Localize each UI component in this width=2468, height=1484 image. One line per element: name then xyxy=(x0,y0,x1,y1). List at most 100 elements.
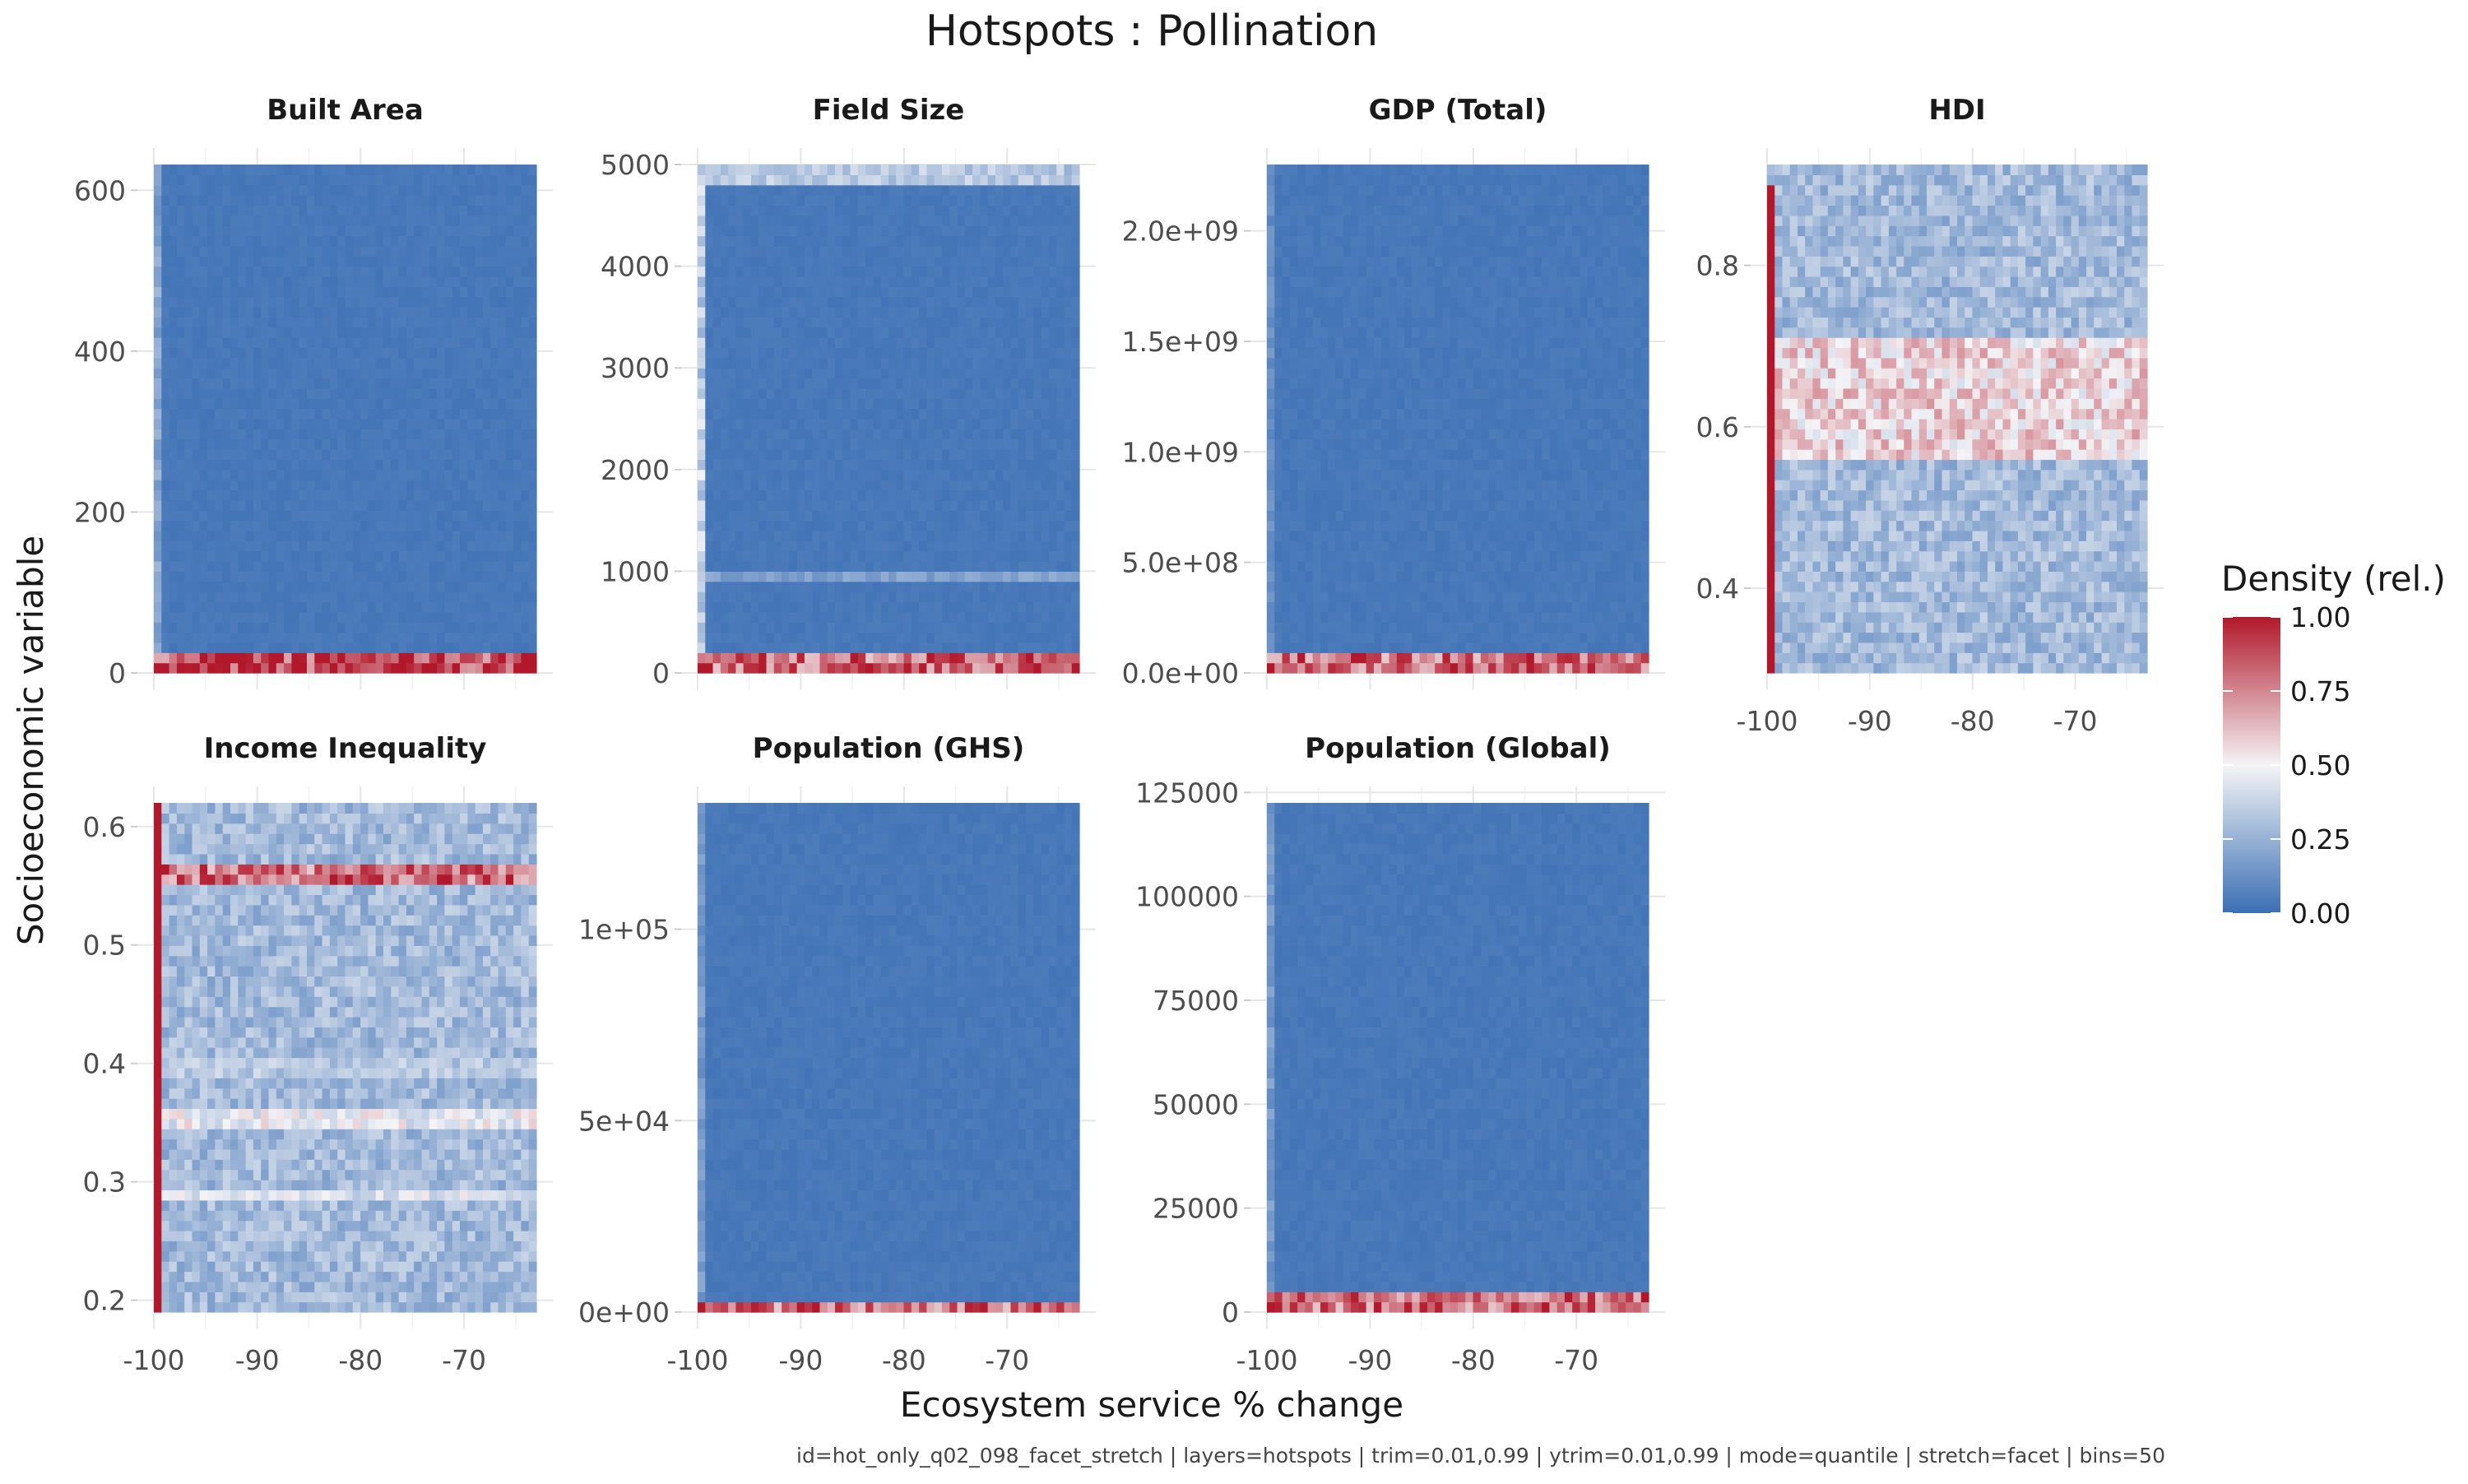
heatmap-cell xyxy=(490,500,499,511)
heatmap-cell xyxy=(506,256,514,267)
heatmap-cell xyxy=(842,622,851,633)
heatmap-cell xyxy=(751,378,759,389)
heatmap-cell xyxy=(980,591,988,602)
heatmap-cell xyxy=(444,470,452,480)
heatmap-cell xyxy=(767,571,775,582)
heatmap-cell xyxy=(230,540,239,551)
heatmap-cell xyxy=(958,642,966,653)
heatmap-cell xyxy=(995,449,1004,460)
heatmap-cell xyxy=(360,490,369,501)
heatmap-cell xyxy=(307,327,315,338)
heatmap-cell xyxy=(828,429,836,439)
heatmap-cell xyxy=(949,531,958,541)
heatmap-cell xyxy=(399,601,407,612)
heatmap-cell xyxy=(767,246,775,257)
heatmap-cell xyxy=(774,225,782,236)
heatmap-cell xyxy=(942,612,950,623)
heatmap-cell xyxy=(904,246,912,257)
heatmap-cell xyxy=(926,327,935,338)
heatmap-cell xyxy=(751,500,759,511)
heatmap-cell xyxy=(383,358,392,369)
heatmap-cell xyxy=(184,663,193,674)
heatmap-cell xyxy=(797,633,805,643)
heatmap-cell xyxy=(896,317,904,327)
heatmap-cell xyxy=(819,368,828,378)
heatmap-cell xyxy=(919,236,927,247)
heatmap-cell xyxy=(1072,449,1080,460)
heatmap-cell xyxy=(460,267,468,277)
heatmap-cell xyxy=(805,571,813,582)
heatmap-cell xyxy=(942,307,950,318)
heatmap-cell xyxy=(744,327,752,338)
heatmap-cell xyxy=(1010,500,1018,511)
heatmap-cell xyxy=(276,225,285,236)
heatmap-cell xyxy=(926,521,935,531)
heatmap-cell xyxy=(797,267,805,277)
heatmap-cell xyxy=(842,612,851,623)
heatmap-cell xyxy=(490,327,499,338)
heatmap-cell xyxy=(858,286,866,297)
heatmap-cell xyxy=(942,591,950,602)
heatmap-cell xyxy=(422,297,430,308)
heatmap-cell xyxy=(1041,582,1050,592)
heatmap-cell xyxy=(429,490,438,501)
heatmap-cell xyxy=(322,236,331,247)
heatmap-cell xyxy=(904,652,912,663)
heatmap-cell xyxy=(223,286,231,297)
heatmap-cell xyxy=(728,561,736,572)
heatmap-cell xyxy=(169,531,178,541)
heatmap-cell xyxy=(437,470,445,480)
heatmap-cell xyxy=(767,327,775,338)
heatmap-cell xyxy=(223,429,231,439)
heatmap-cell xyxy=(812,347,820,358)
heatmap-cell xyxy=(353,652,361,663)
heatmap-cell xyxy=(728,551,736,562)
heatmap-cell xyxy=(460,165,468,175)
heatmap-cell xyxy=(735,429,744,439)
heatmap-cell xyxy=(858,388,866,399)
heatmap-cell xyxy=(782,256,790,267)
heatmap-cell xyxy=(705,307,713,318)
heatmap-cell xyxy=(1056,582,1065,592)
heatmap-cell xyxy=(238,276,246,287)
heatmap-cell xyxy=(437,642,445,653)
heatmap-cell xyxy=(360,551,369,562)
heatmap-cell xyxy=(751,398,759,409)
y-tick-label: 200 xyxy=(74,496,126,528)
heatmap-cell xyxy=(406,409,415,420)
heatmap-cell xyxy=(912,347,920,358)
heatmap-cell xyxy=(1064,286,1072,297)
heatmap-cell xyxy=(506,571,514,582)
heatmap-cell xyxy=(490,236,499,247)
heatmap-cell xyxy=(774,236,782,247)
heatmap-cell xyxy=(161,551,169,562)
heatmap-cell xyxy=(1018,236,1027,247)
heatmap-cell xyxy=(904,286,912,297)
heatmap-cell xyxy=(253,337,262,348)
heatmap-cell xyxy=(230,449,239,460)
heatmap-cell xyxy=(452,236,461,247)
heatmap-cell xyxy=(828,256,836,267)
heatmap-cell xyxy=(744,205,752,216)
heatmap-cell xyxy=(284,642,292,653)
heatmap-cell xyxy=(972,582,981,592)
heatmap-cell xyxy=(926,358,935,369)
heatmap-cell xyxy=(713,582,721,592)
heatmap-cell xyxy=(230,642,239,653)
heatmap-cell xyxy=(207,236,216,247)
heatmap-cell xyxy=(919,470,927,480)
heatmap-cell xyxy=(238,267,246,277)
heatmap-cell xyxy=(276,612,285,623)
heatmap-cell xyxy=(912,286,920,297)
heatmap-cell xyxy=(774,286,782,297)
heatmap-cell xyxy=(429,500,438,511)
heatmap-cell xyxy=(965,398,973,409)
heatmap-cell xyxy=(376,174,384,185)
heatmap-cell xyxy=(307,347,315,358)
heatmap-cell xyxy=(919,267,927,277)
heatmap-cell xyxy=(360,591,369,602)
heatmap-cell xyxy=(414,419,422,429)
heatmap-cell xyxy=(1018,337,1027,348)
heatmap-cell xyxy=(919,307,927,318)
heatmap-cell xyxy=(346,601,354,612)
